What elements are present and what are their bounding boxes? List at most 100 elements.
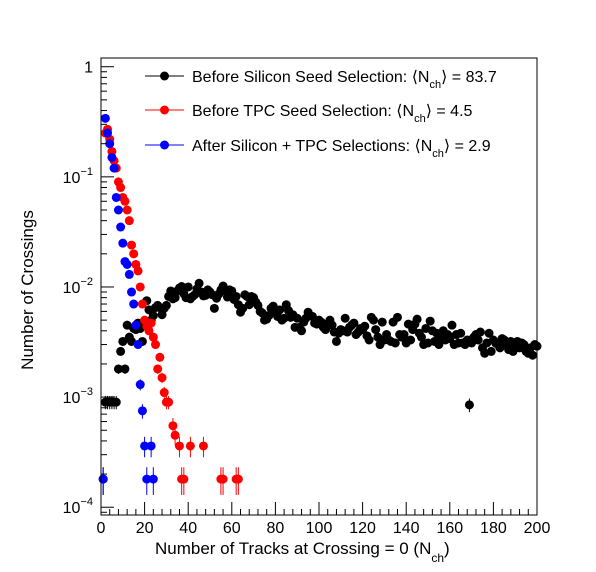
data-point <box>170 430 180 440</box>
x-tick-label: 0 <box>97 520 106 537</box>
series-2 <box>98 113 158 495</box>
x-tick-label: 120 <box>349 520 376 537</box>
data-point <box>275 305 285 315</box>
data-point <box>124 216 134 226</box>
x-axis-title: Number of Tracks at Crossing = 0 (Nch) <box>155 539 450 565</box>
legend: Before Silicon Seed Selection: ⟨Nch⟩ = 8… <box>145 69 497 160</box>
data-point <box>131 320 141 330</box>
data-point <box>116 222 126 232</box>
data-point <box>113 205 123 215</box>
data-point <box>127 240 137 250</box>
data-point <box>209 303 219 313</box>
x-tick-label: 20 <box>136 520 154 537</box>
data-point <box>473 335 483 345</box>
data-point <box>179 474 189 484</box>
data-point <box>118 238 128 248</box>
data-point <box>166 286 176 296</box>
data-point <box>218 474 228 484</box>
data-point <box>105 139 115 149</box>
legend-marker-after-selections <box>160 140 169 150</box>
x-tick-label: 200 <box>524 520 551 537</box>
data-point <box>120 364 130 374</box>
data-point <box>140 441 150 451</box>
y-tick-label: 10−3 <box>63 386 93 407</box>
data-point <box>124 269 134 279</box>
data-point <box>416 332 426 342</box>
data-point <box>155 352 165 362</box>
data-point <box>231 291 241 301</box>
data-point <box>113 364 123 374</box>
data-point <box>137 299 147 309</box>
data-point <box>107 152 117 162</box>
data-point <box>340 313 350 323</box>
series-layer <box>98 113 542 495</box>
data-point <box>146 318 156 328</box>
data-point <box>183 282 193 292</box>
data-point <box>486 346 496 356</box>
y-tick-label: 10−4 <box>63 496 93 517</box>
data-point <box>148 311 158 321</box>
data-point <box>456 328 466 338</box>
legend-marker-before-tpc <box>160 105 169 115</box>
data-point <box>135 380 145 390</box>
data-point <box>148 474 158 484</box>
data-point <box>174 441 184 451</box>
data-point <box>364 335 374 345</box>
data-point <box>161 300 171 310</box>
data-point <box>111 192 121 202</box>
data-point <box>464 400 474 410</box>
data-point <box>135 282 145 292</box>
data-point <box>233 474 243 484</box>
ticks-layer: 0 20 40 60 80 100 120 140 160 180 200 1 10−1 10−2 10−3… <box>63 60 551 537</box>
legend-label-after-selections: After Silicon + TPC Selections: ⟨Nch⟩ = … <box>192 138 491 160</box>
data-point <box>142 474 152 484</box>
data-point <box>528 350 538 360</box>
data-point <box>390 338 400 348</box>
data-point <box>377 317 387 327</box>
data-point <box>157 373 167 383</box>
data-point <box>185 441 195 451</box>
data-point <box>475 327 485 337</box>
data-point <box>331 336 341 346</box>
data-point <box>118 336 128 346</box>
data-point <box>98 474 108 484</box>
data-point <box>127 287 137 297</box>
x-tick-label: 140 <box>393 520 420 537</box>
data-point <box>109 163 119 173</box>
series-0 <box>98 278 542 495</box>
data-point <box>399 330 409 340</box>
data-point <box>122 205 132 215</box>
data-point <box>412 314 422 324</box>
data-point <box>168 421 178 431</box>
data-point <box>177 281 187 291</box>
legend-label-before-silicon: Before Silicon Seed Selection: ⟨Nch⟩ = 8… <box>192 69 497 91</box>
data-point <box>369 315 378 325</box>
series-1 <box>100 124 243 495</box>
y-tick-label: 10−1 <box>63 166 93 187</box>
data-point <box>194 278 204 288</box>
data-point <box>484 328 494 338</box>
data-point <box>116 346 126 356</box>
data-point <box>116 183 126 193</box>
x-tick-label: 80 <box>267 520 285 537</box>
x-tick-label: 40 <box>179 520 197 537</box>
data-point <box>159 388 169 398</box>
data-point <box>133 340 143 350</box>
x-tick-label: 60 <box>223 520 241 537</box>
data-point <box>122 259 132 269</box>
data-point <box>327 320 337 330</box>
legend-entry-before-tpc: Before TPC Seed Selection: ⟨Nch⟩ = 4.5 <box>145 103 473 125</box>
x-tick-label: 160 <box>436 520 463 537</box>
data-point <box>146 441 156 451</box>
plot-frame <box>100 57 538 516</box>
x-tick-label: 180 <box>480 520 507 537</box>
data-point <box>103 128 113 138</box>
legend-entry-after-selections: After Silicon + TPC Selections: ⟨Nch⟩ = … <box>145 138 491 160</box>
data-point <box>100 113 110 123</box>
data-point <box>406 335 416 345</box>
data-point <box>349 318 359 328</box>
data-point <box>164 397 174 407</box>
legend-marker-before-silicon <box>160 71 169 81</box>
y-tick-label: 10−2 <box>63 276 93 297</box>
